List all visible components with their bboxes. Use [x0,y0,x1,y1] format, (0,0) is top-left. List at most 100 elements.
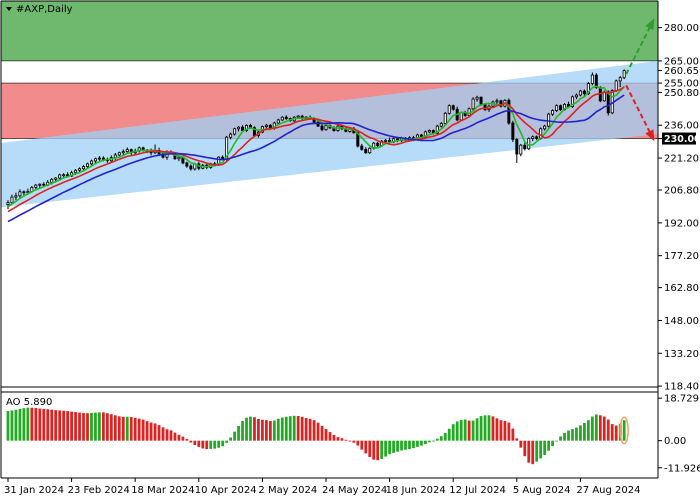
candle-body [86,163,89,167]
ao-bar [50,409,54,441]
candle-body [578,90,582,96]
ao-bar [177,434,181,441]
candle-body [22,191,26,194]
ao-bar [30,407,34,441]
ao-bar [352,440,356,443]
ao-axis: 18.729 0.00 -11.926 [658,394,700,474]
ao-bar [483,415,487,441]
candle-body [368,147,372,154]
candle [451,104,455,111]
candle-body [89,160,93,165]
ao-bar [463,419,467,441]
ao-bar [245,417,248,441]
candle [86,162,89,169]
ao-bar [14,409,18,441]
price-tick-label: 221.20 [664,154,699,165]
ao-bar [257,418,260,441]
time-tick-label: 18 Mar 2024 [131,485,194,496]
ao-bar [443,432,447,441]
candle [519,143,523,157]
ao-bar [606,419,610,441]
time-axis: 31 Jan 2024 23 Feb 2024 18 Mar 2024 10 Apr … [4,478,640,496]
candle [523,141,527,151]
candle-body [590,74,594,84]
candle [320,123,324,132]
time-tick-label: 23 Feb 2024 [68,485,130,496]
ao-bar [531,440,535,465]
price-level-tag-bg [662,132,696,145]
ao-bar [360,440,364,450]
ao-bar [571,429,574,441]
ao-bar [539,440,543,459]
candle-body [82,166,86,170]
ao-bar [105,413,109,441]
ao-bar [324,429,328,441]
ao-bar [416,440,419,447]
ao-bar [308,418,312,441]
candle-body [125,149,129,153]
candle [121,149,125,156]
candle-body [280,116,284,121]
ao-bar [511,428,515,441]
ao-bar [491,416,495,441]
ao-bar [201,440,205,449]
candle [427,129,431,134]
ao-bar [133,417,137,441]
candle-body [233,128,237,135]
candle [117,151,121,157]
candle [360,143,364,151]
ao-bar [90,412,93,441]
candle [189,164,193,171]
moving-average-line [7,94,625,223]
trend-channel [1,60,658,208]
candle-body [443,112,447,124]
triangle-down-icon[interactable] [6,7,12,11]
ao-bar [193,440,197,446]
ao-bar [153,423,157,441]
candle-body [535,136,539,139]
ao-bar [332,434,336,441]
candle-body [320,125,324,131]
candle-body [177,156,181,160]
candle [97,156,101,161]
ao-bar [594,414,598,441]
candle-body [14,195,18,198]
ao-bar [602,416,606,441]
ao-bar [396,440,399,452]
ao-bar [129,417,133,441]
ao-bar [268,420,272,441]
ao-bar [169,430,173,441]
ao-bar [98,412,101,441]
candle [10,194,14,204]
candle [471,97,475,111]
candle [551,109,555,116]
ao-bar [22,408,26,441]
ao-bar [364,440,368,454]
candle-body [34,184,38,188]
forecast-down-arrowhead [645,129,655,142]
ao-bar [586,420,590,441]
ao-bar [58,410,62,441]
price-tick-label: 118.40 [664,382,699,393]
chart-symbol-title: #AXP,Daily [16,4,73,15]
candle-body [435,125,439,134]
ao-bar [284,416,288,441]
candle-body [101,157,105,160]
candle-body [229,133,233,138]
ao-bar [54,410,58,441]
ao-bar [487,415,491,441]
candle-body [117,152,121,156]
ao-bar [551,440,554,447]
ao-bar [221,440,225,447]
ao-bar [590,416,594,441]
candle-body [97,157,101,160]
price-tick-label: 162.80 [664,283,699,294]
price-tick-label: 206.80 [664,186,699,197]
candle-body [531,136,535,139]
candle-body [38,183,42,186]
ao-bar [78,412,81,441]
price-tick-label: 265.00 [664,56,699,67]
candle-body [459,112,463,121]
candle [535,135,539,141]
